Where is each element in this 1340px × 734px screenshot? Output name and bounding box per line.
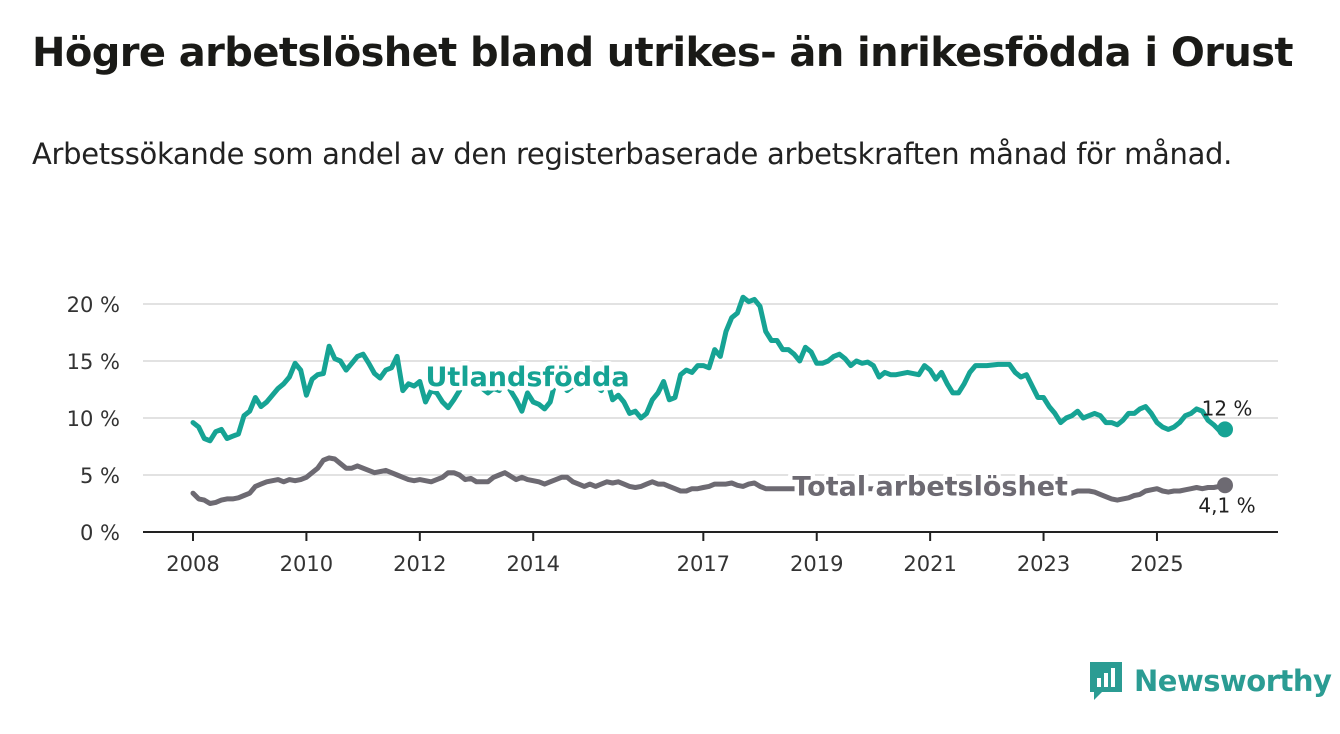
x-axis-ticks: 2008 2010 2012 2014 2017 2019 2021 2023 2025 bbox=[166, 532, 1184, 576]
bar-chart-speech-icon bbox=[1090, 662, 1122, 700]
y-tick-label: 20 % bbox=[67, 293, 120, 317]
x-tick-label: 2017 bbox=[677, 552, 730, 576]
newsworthy-logo: Newsworthy bbox=[1088, 660, 1332, 702]
y-tick-label: 15 % bbox=[67, 350, 120, 374]
series-end-marker bbox=[1217, 477, 1233, 494]
series-labels: 12 % Utlandsfödda 4,1 % Total arbetslöshet bbox=[421, 357, 1256, 517]
series-end-marker bbox=[1217, 421, 1233, 438]
series-lines bbox=[190, 294, 1233, 506]
y-tick-label: 0 % bbox=[80, 521, 120, 545]
x-tick-label: 2021 bbox=[903, 552, 956, 576]
series-line-utlandsfodda bbox=[190, 294, 1228, 444]
series-end-label: 4,1 % bbox=[1198, 493, 1255, 517]
page-title: Högre arbetslöshet bland utrikes- än inr… bbox=[32, 30, 1294, 76]
x-tick-label: 2025 bbox=[1130, 552, 1183, 576]
series-name-label: Total arbetslöshet bbox=[792, 471, 1068, 502]
series-name-label: Utlandsfödda bbox=[425, 362, 629, 393]
series-end-label: 12 % bbox=[1202, 396, 1253, 420]
y-tick-label: 5 % bbox=[80, 464, 120, 488]
x-tick-label: 2019 bbox=[790, 552, 843, 576]
brand-name: Newsworthy bbox=[1134, 664, 1332, 698]
x-tick-label: 2010 bbox=[280, 552, 333, 576]
x-tick-label: 2023 bbox=[1017, 552, 1070, 576]
chart-subtitle: Arbetssökande som andel av den registerb… bbox=[32, 137, 1233, 171]
x-tick-label: 2014 bbox=[506, 552, 559, 576]
y-axis-ticks: 0 % 5 % 10 % 15 % 20 % bbox=[67, 293, 120, 545]
x-tick-label: 2008 bbox=[166, 552, 219, 576]
series-line-total bbox=[190, 455, 1228, 506]
y-tick-label: 10 % bbox=[67, 407, 120, 431]
x-tick-label: 2012 bbox=[393, 552, 446, 576]
